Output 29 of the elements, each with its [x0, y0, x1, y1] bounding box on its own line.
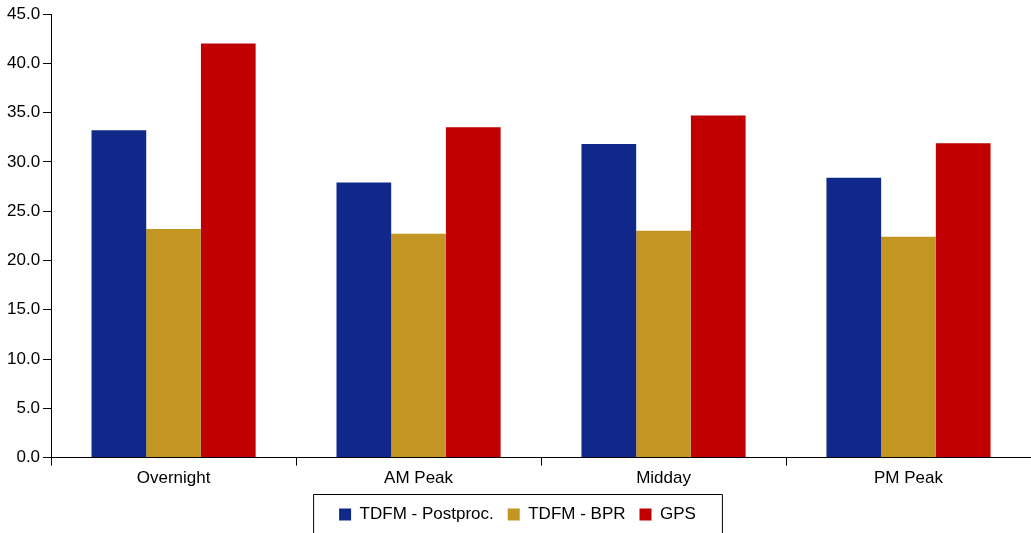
y-tick-label: 45.0 — [6, 3, 41, 23]
bar — [636, 230, 691, 458]
bar — [581, 144, 637, 458]
bar — [336, 182, 392, 458]
bar — [935, 143, 991, 458]
bar — [445, 127, 501, 458]
bar — [881, 236, 936, 458]
legend-label: TDFM - Postproc. — [359, 504, 494, 524]
bar — [200, 43, 256, 458]
x-tick-label: AM Peak — [384, 468, 454, 488]
bar — [391, 233, 446, 458]
y-tick-label: 15.0 — [6, 299, 41, 319]
y-tick-label: 20.0 — [6, 250, 41, 270]
x-tick-label: Midday — [636, 468, 692, 488]
bar — [826, 177, 882, 458]
bar — [91, 130, 147, 458]
bar — [690, 115, 746, 458]
y-tick-label: 5.0 — [16, 398, 41, 417]
y-tick-label: 0.0 — [16, 447, 41, 467]
x-tick-label: PM Peak — [874, 468, 944, 488]
x-tick-label: Overnight — [136, 468, 211, 488]
y-tick-label: 10.0 — [6, 348, 41, 368]
bar — [146, 228, 201, 458]
y-tick-label: 40.0 — [6, 52, 41, 72]
y-tick-label: 25.0 — [6, 200, 41, 220]
y-tick-label: 30.0 — [6, 151, 41, 171]
legend-label: GPS — [660, 504, 696, 524]
y-tick-label: 35.0 — [6, 102, 41, 122]
legend-label: TDFM - BPR — [528, 504, 626, 524]
